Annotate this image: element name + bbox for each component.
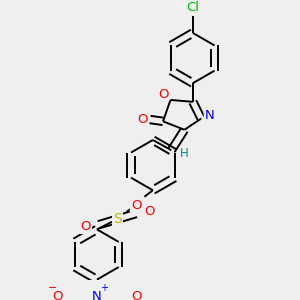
Text: +: + [100,283,108,293]
Text: S: S [113,212,122,226]
Text: H: H [180,148,189,160]
Text: O: O [131,290,141,300]
Text: O: O [137,113,148,126]
Text: O: O [52,290,63,300]
Text: O: O [131,199,141,212]
Text: O: O [158,88,168,101]
Text: N: N [92,290,102,300]
Text: Cl: Cl [186,1,199,14]
Text: −: − [48,283,57,293]
Text: N: N [205,109,214,122]
Text: O: O [80,220,91,233]
Text: O: O [144,205,154,218]
